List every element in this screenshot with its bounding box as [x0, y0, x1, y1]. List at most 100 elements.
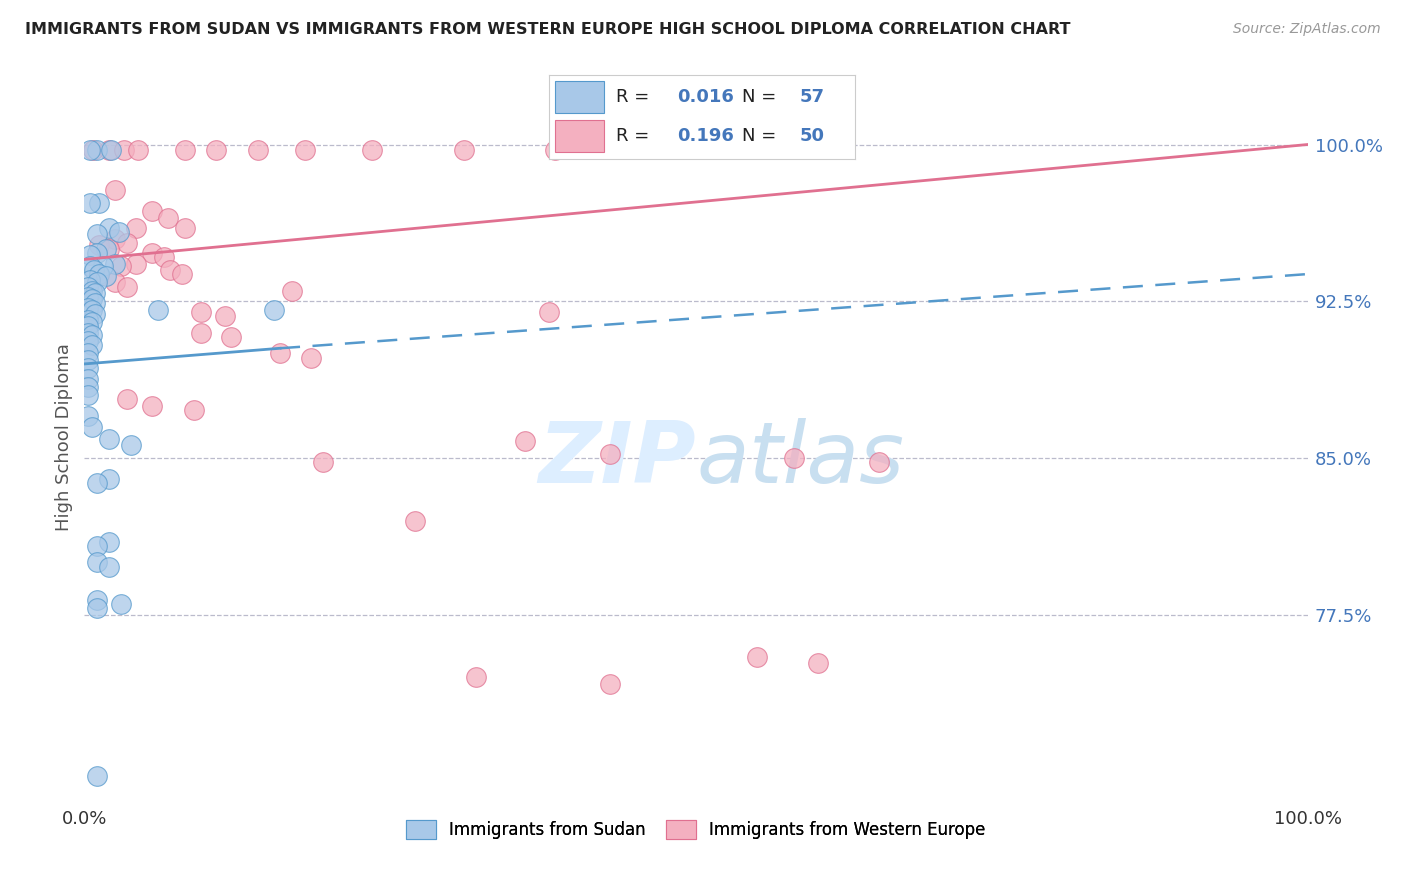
Point	[247, 143, 270, 157]
Point	[115, 235, 138, 250]
Point	[538, 304, 561, 318]
Point	[173, 143, 195, 157]
Point	[83, 263, 105, 277]
Point	[86, 556, 108, 570]
Point	[544, 143, 567, 157]
Point	[146, 302, 169, 317]
Point	[80, 419, 103, 434]
Point	[190, 304, 212, 318]
Point	[87, 237, 110, 252]
Point	[156, 211, 179, 225]
Point	[86, 246, 108, 260]
Point	[112, 143, 135, 157]
Point	[360, 143, 382, 157]
Point	[159, 263, 181, 277]
Point	[80, 292, 103, 306]
Point	[172, 267, 194, 281]
Point	[86, 539, 108, 553]
Point	[97, 143, 120, 157]
Point	[104, 276, 127, 290]
Point	[453, 143, 475, 157]
Point	[104, 257, 127, 271]
Point	[104, 184, 127, 198]
Point	[214, 309, 236, 323]
Point	[84, 296, 107, 310]
Point	[464, 670, 486, 684]
Point	[87, 269, 110, 284]
Point	[79, 196, 101, 211]
Point	[80, 338, 103, 352]
Text: atlas: atlas	[696, 417, 904, 500]
Point	[141, 399, 163, 413]
Point	[125, 257, 148, 271]
Point	[77, 361, 100, 376]
Point	[80, 284, 103, 298]
Point	[97, 221, 120, 235]
Point	[115, 279, 138, 293]
Point	[183, 403, 205, 417]
Text: IMMIGRANTS FROM SUDAN VS IMMIGRANTS FROM WESTERN EUROPE HIGH SCHOOL DIPLOMA CORR: IMMIGRANTS FROM SUDAN VS IMMIGRANTS FROM…	[25, 22, 1071, 37]
Point	[107, 225, 129, 239]
Point	[86, 769, 108, 783]
Point	[404, 514, 426, 528]
Point	[120, 438, 142, 452]
Point	[87, 196, 110, 211]
Point	[110, 597, 132, 611]
Point	[97, 472, 120, 486]
Point	[783, 450, 806, 465]
Point	[77, 409, 100, 424]
Point	[269, 346, 291, 360]
Point	[100, 143, 122, 157]
Point	[91, 259, 114, 273]
Point	[205, 143, 228, 157]
Point	[219, 330, 242, 344]
Point	[77, 326, 100, 340]
Point	[281, 284, 304, 298]
Point	[80, 315, 103, 329]
Point	[77, 313, 100, 327]
Point	[84, 307, 107, 321]
Point	[79, 248, 101, 262]
Point	[97, 432, 120, 446]
Point	[84, 285, 107, 300]
Point	[115, 392, 138, 407]
Text: ZIP: ZIP	[538, 417, 696, 500]
Point	[141, 246, 163, 260]
Text: Source: ZipAtlas.com: Source: ZipAtlas.com	[1233, 22, 1381, 37]
Point	[312, 455, 335, 469]
Point	[599, 676, 621, 690]
Point	[747, 649, 769, 664]
Point	[80, 327, 103, 342]
Point	[127, 143, 149, 157]
Point	[125, 221, 148, 235]
Point	[79, 273, 101, 287]
Point	[79, 259, 101, 273]
Point	[80, 302, 103, 317]
Point	[807, 656, 830, 670]
Point	[190, 326, 212, 340]
Point	[86, 276, 108, 290]
Point	[96, 269, 118, 284]
Point	[869, 455, 891, 469]
Point	[86, 601, 108, 615]
Point	[77, 319, 100, 334]
Point	[110, 259, 132, 273]
Point	[86, 593, 108, 607]
Point	[77, 290, 100, 304]
Point	[86, 476, 108, 491]
Y-axis label: High School Diploma: High School Diploma	[55, 343, 73, 531]
Point	[141, 204, 163, 219]
Point	[97, 559, 120, 574]
Legend: Immigrants from Sudan, Immigrants from Western Europe: Immigrants from Sudan, Immigrants from W…	[399, 814, 993, 846]
Point	[599, 447, 621, 461]
Point	[77, 346, 100, 360]
Point	[299, 351, 322, 365]
Point	[97, 242, 120, 256]
Point	[77, 380, 100, 394]
Point	[104, 231, 127, 245]
Point	[77, 334, 100, 348]
Point	[77, 279, 100, 293]
Point	[82, 143, 104, 157]
Point	[96, 242, 118, 256]
Point	[86, 227, 108, 242]
